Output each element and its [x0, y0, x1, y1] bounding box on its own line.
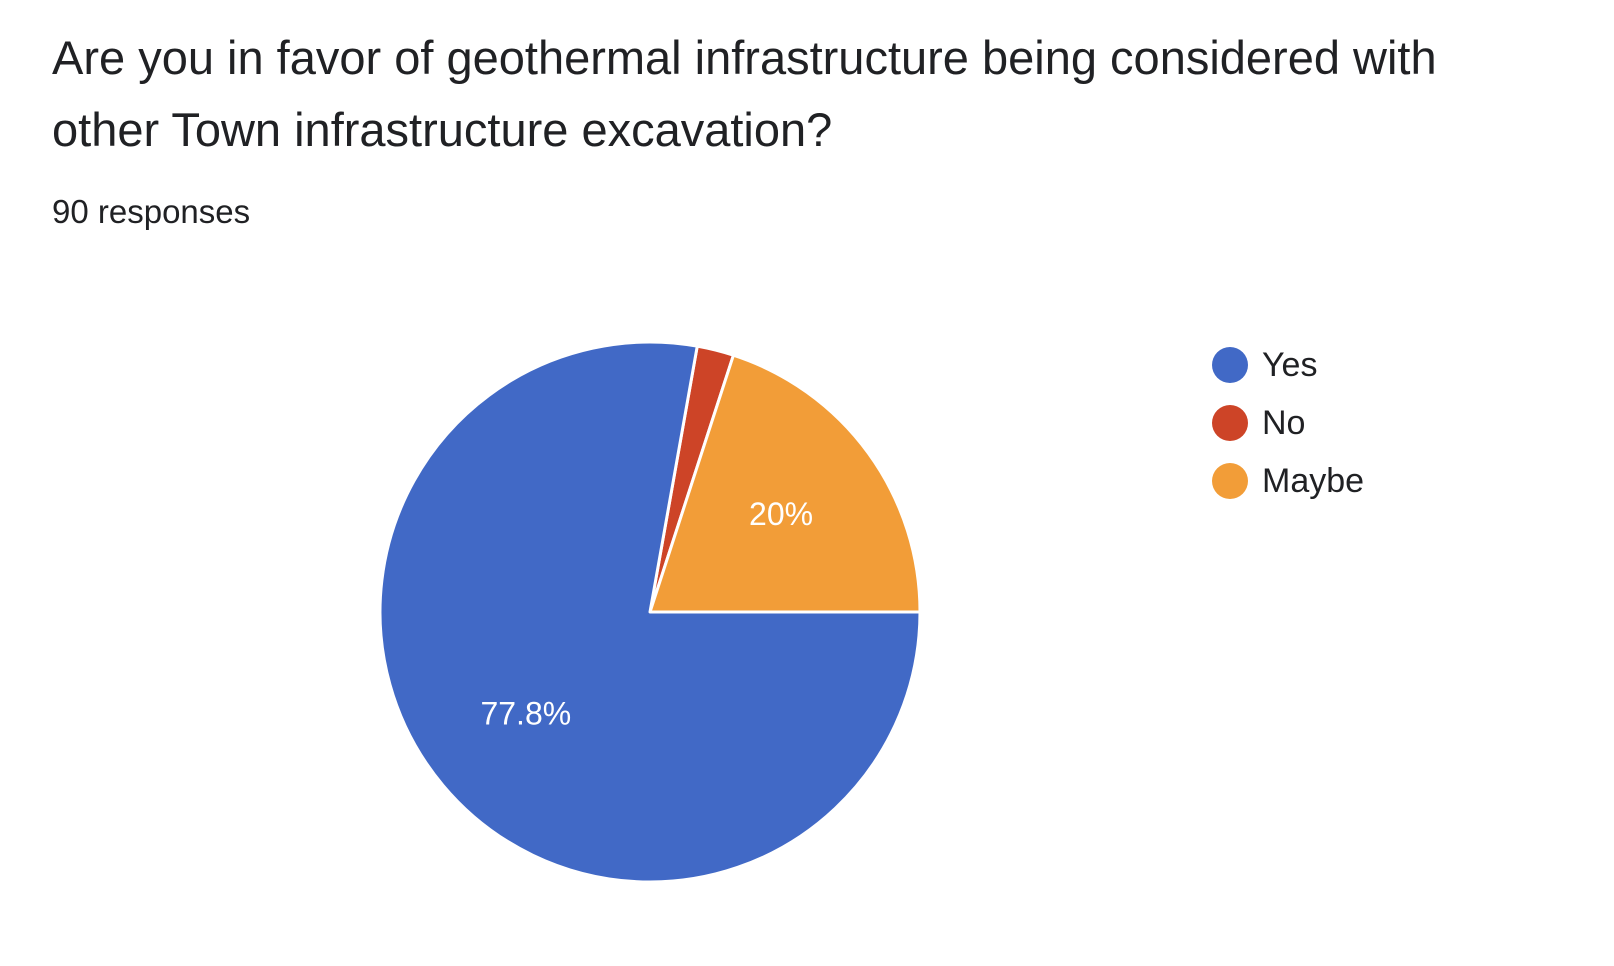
data-label-yes: 77.8% [480, 695, 571, 731]
question-title: Are you in favor of geothermal infrastru… [52, 31, 1437, 156]
response-count: 90 responses [52, 193, 251, 230]
pie-slice-yes[interactable] [378, 340, 922, 884]
legend-label-yes: Yes [1262, 345, 1318, 384]
legend-swatch-maybe [1212, 463, 1248, 499]
pie-slice-maybe[interactable] [648, 353, 922, 614]
legend-item-maybe[interactable]: Maybe [1212, 452, 1364, 510]
legend-item-no[interactable]: No [1212, 394, 1364, 452]
legend-label-maybe: Maybe [1262, 461, 1365, 500]
legend-label-no: No [1262, 403, 1306, 442]
data-label-maybe: 20% [749, 496, 813, 532]
legend-swatch-yes [1212, 347, 1248, 383]
legend-swatch-no [1212, 405, 1248, 441]
chart-legend: Yes No Maybe [1212, 336, 1364, 510]
legend-item-yes[interactable]: Yes [1212, 336, 1364, 394]
